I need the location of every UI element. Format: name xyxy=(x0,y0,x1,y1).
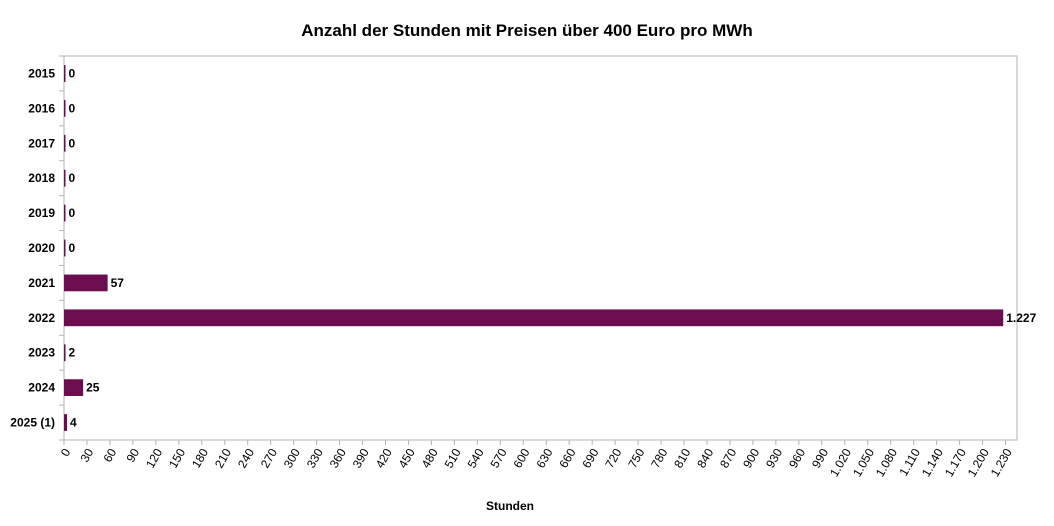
x-tick-label: 60 xyxy=(100,446,119,465)
data-label: 2 xyxy=(69,346,76,360)
plot-area: 0 30 60 90 120 150 180 210 240 270 300 330 360 390 420… xyxy=(10,55,1037,479)
category-label: 2021 xyxy=(28,276,55,290)
category-label: 2023 xyxy=(28,346,55,360)
data-label: 4 xyxy=(70,416,77,430)
data-label: 0 xyxy=(69,206,76,220)
data-label: 0 xyxy=(69,101,76,115)
x-tick-label: 270 xyxy=(258,446,280,471)
category-label: 2022 xyxy=(28,311,55,325)
bar xyxy=(64,309,1004,327)
x-tick-label: 1.020 xyxy=(827,446,854,479)
category-label: 2025 (1) xyxy=(10,416,55,430)
x-tick-label: 840 xyxy=(694,446,716,471)
bar xyxy=(64,169,66,187)
x-tick-label: 1.050 xyxy=(850,446,877,479)
x-tick-label: 780 xyxy=(648,446,670,471)
x-tick-label: 360 xyxy=(327,446,349,471)
x-tick-label: 1.080 xyxy=(873,446,900,479)
category-label: 2016 xyxy=(28,101,55,115)
category-label: 2015 xyxy=(28,66,55,80)
x-tick-label: 420 xyxy=(373,446,395,471)
data-label: 0 xyxy=(69,241,76,255)
data-label: 0 xyxy=(69,66,76,80)
chart-title: Anzahl der Stunden mit Preisen über 400 … xyxy=(301,21,753,40)
bar xyxy=(64,239,66,257)
x-tick-label: 1.170 xyxy=(942,446,969,479)
category-label: 2017 xyxy=(28,136,55,150)
data-label: 1.227 xyxy=(1006,311,1036,325)
plot-frame xyxy=(63,55,1018,441)
x-tick-label: 630 xyxy=(533,446,555,471)
x-tick-label: 720 xyxy=(602,446,624,471)
x-tick-label: 990 xyxy=(809,446,831,471)
bar xyxy=(64,204,66,222)
x-tick-label: 240 xyxy=(235,446,257,471)
x-tick-label: 30 xyxy=(78,446,97,465)
x-tick-label: 450 xyxy=(396,446,418,471)
x-tick-label: 180 xyxy=(189,446,211,471)
x-tick-label: 870 xyxy=(717,446,739,471)
x-tick-label: 90 xyxy=(123,446,142,465)
x-tick-label: 1.200 xyxy=(965,446,992,479)
x-tick-label: 510 xyxy=(442,446,464,471)
x-tick-label: 120 xyxy=(143,446,165,471)
x-tick-label: 660 xyxy=(556,446,578,471)
x-tick-label: 960 xyxy=(786,446,808,471)
x-tick-label: 300 xyxy=(281,446,303,471)
x-tick-label: 690 xyxy=(579,446,601,471)
x-tick-label: 750 xyxy=(625,446,647,471)
bar xyxy=(64,274,108,292)
x-tick-label: 540 xyxy=(465,446,487,471)
x-tick-label: 1.230 xyxy=(988,446,1015,479)
bar xyxy=(64,414,68,431)
x-tick-label: 480 xyxy=(419,446,441,471)
bar xyxy=(64,379,84,397)
category-label: 2019 xyxy=(28,206,55,220)
bar xyxy=(64,99,66,117)
category-label: 2018 xyxy=(28,171,55,185)
x-tick-label: 900 xyxy=(740,446,762,471)
category-label: 2020 xyxy=(28,241,55,255)
x-tick-label: 1.110 xyxy=(896,446,923,479)
data-label: 57 xyxy=(111,276,125,290)
x-tick-label: 330 xyxy=(304,446,326,471)
bar xyxy=(64,134,66,152)
x-tick-label: 0 xyxy=(58,446,74,459)
x-tick-label: 930 xyxy=(763,446,785,471)
x-axis-label: Stunden xyxy=(486,499,534,513)
bar xyxy=(64,344,66,362)
data-label: 0 xyxy=(69,171,76,185)
x-tick-label: 390 xyxy=(350,446,372,471)
x-tick-label: 150 xyxy=(166,446,188,471)
data-label: 0 xyxy=(69,136,76,150)
category-label: 2024 xyxy=(28,381,55,395)
bar xyxy=(64,65,66,82)
x-tick-label: 810 xyxy=(671,446,693,471)
x-tick-label: 600 xyxy=(510,446,532,471)
data-label: 25 xyxy=(86,381,100,395)
x-tick-label: 570 xyxy=(488,446,510,471)
x-tick-label: 210 xyxy=(212,446,234,471)
x-tick-label: 1.140 xyxy=(919,446,946,479)
